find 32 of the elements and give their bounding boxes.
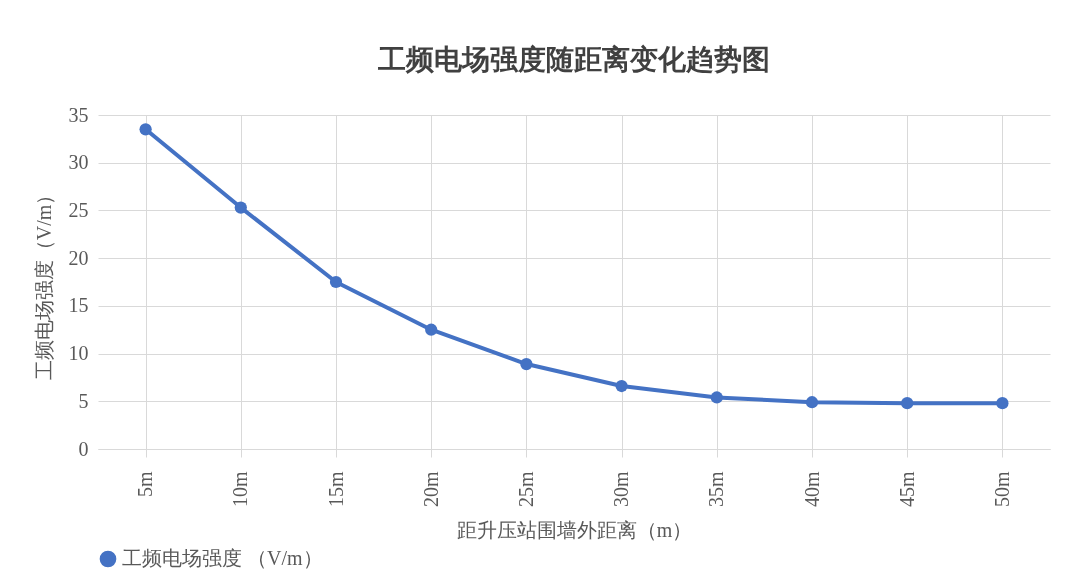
x-tick-label: 35m [705, 471, 728, 508]
y-tick-label: 0 [78, 437, 89, 460]
point [139, 123, 152, 136]
y-tick-label: 25 [68, 198, 89, 221]
y-tick-label: 15 [68, 294, 89, 317]
y-axis-title: 工频电场强度（V/m） [32, 184, 55, 381]
point [901, 397, 914, 410]
point [329, 275, 343, 289]
x-axis-title: 距升压站围墙外距离（m） [456, 519, 693, 542]
y-tick-label: 5 [78, 389, 89, 412]
y-tick-label: 35 [68, 103, 89, 126]
x-tick-label: 5m [134, 471, 157, 498]
x-tick-label: 50m [990, 471, 1013, 508]
x-tick-label: 20m [419, 471, 442, 508]
point [520, 357, 533, 371]
x-tick-label: 45m [895, 471, 918, 508]
legend-label: 工频电场强度 （V/m） [122, 547, 323, 569]
point [710, 391, 723, 404]
point [805, 396, 819, 409]
point [996, 397, 1009, 410]
x-tick-label: 10m [229, 471, 252, 508]
x-tick-label: 15m [324, 471, 347, 508]
y-tick-label: 30 [68, 151, 89, 174]
x-tick-label: 40m [800, 471, 823, 508]
y-tick-label: 20 [68, 246, 89, 269]
point [425, 323, 438, 336]
x-tick-label: 25m [514, 471, 537, 508]
chart-title: 工频电场强度随距离变化趋势图 [377, 44, 770, 75]
x-tick-label: 30m [610, 471, 633, 508]
point [234, 201, 247, 214]
y-tick-label: 10 [68, 342, 89, 365]
point [615, 379, 628, 393]
